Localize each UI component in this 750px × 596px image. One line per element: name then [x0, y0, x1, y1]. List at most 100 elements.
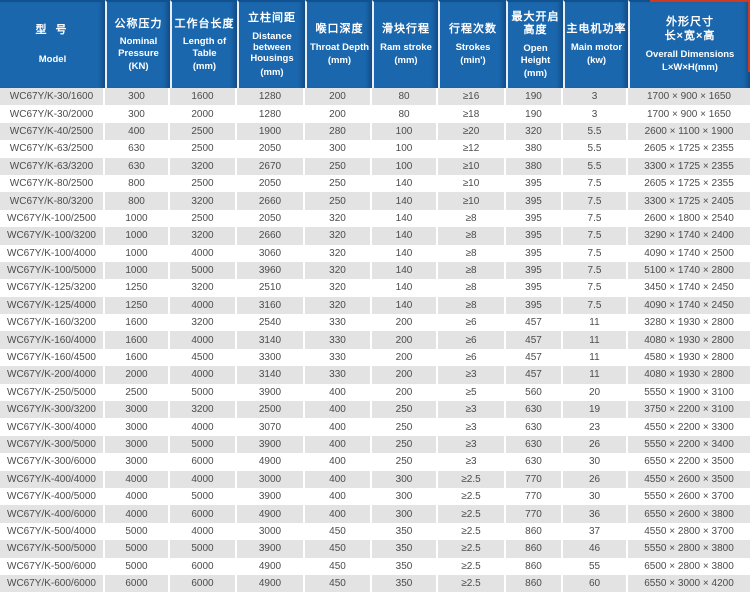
strokes-cell: ≥10 — [438, 192, 506, 210]
dimensions-cell: 4580 × 1930 × 2800 — [628, 348, 750, 367]
throat-depth-cell: 450 — [305, 557, 372, 575]
main-motor-cell: 7.5 — [563, 209, 628, 228]
open-height-cell: 630 — [506, 435, 563, 454]
dimensions-cell: 4550 × 2600 × 3500 — [628, 470, 750, 488]
model-cell: WC67Y/K-400/5000 — [0, 487, 105, 506]
open-height-cell: 860 — [506, 522, 563, 541]
throat-depth-cell: 320 — [305, 244, 372, 262]
header-label-en: Ram stroke — [380, 41, 432, 53]
open-height-cell: 395 — [506, 227, 563, 245]
table-row: WC67Y/K-400/5000 4000 5000 3900 400 300 ≥2.5 77… — [0, 487, 750, 506]
housing-distance-cell: 3000 — [237, 470, 305, 488]
table-row: WC67Y/K-100/5000 1000 5000 3960 320 140 ≥8 395 7… — [0, 261, 750, 280]
nominal-pressure-cell: 800 — [105, 174, 170, 193]
dimensions-cell: 3290 × 1740 × 2400 — [628, 227, 750, 245]
table-row: WC67Y/K-160/4000 1600 4000 3140 330 200 ≥6 457 1… — [0, 331, 750, 349]
ram-stroke-cell: 250 — [372, 418, 438, 436]
ram-stroke-cell: 140 — [372, 244, 438, 262]
red-border-artifact-top — [650, 0, 750, 2]
header-label-zh: 行程次数 — [449, 23, 497, 36]
dimensions-cell: 5550 × 2600 × 3700 — [628, 487, 750, 506]
header-label-en: Nominal Pressure — [118, 36, 159, 59]
ram-stroke-cell: 140 — [372, 209, 438, 228]
nominal-pressure-cell: 5000 — [105, 557, 170, 575]
main-motor-cell: 7.5 — [563, 296, 628, 315]
nominal-pressure-cell: 3000 — [105, 435, 170, 454]
strokes-cell: ≥6 — [438, 348, 506, 367]
nominal-pressure-cell: 1250 — [105, 296, 170, 315]
dimensions-cell: 5550 × 2800 × 3800 — [628, 540, 750, 558]
throat-depth-cell: 450 — [305, 574, 372, 593]
table-length-cell: 4000 — [170, 244, 237, 262]
strokes-cell: ≥3 — [438, 401, 506, 419]
model-cell: WC67Y/K-125/3200 — [0, 279, 105, 297]
housing-distance-cell: 3140 — [237, 366, 305, 384]
strokes-cell: ≥8 — [438, 244, 506, 262]
model-cell: WC67Y/K-300/3200 — [0, 401, 105, 419]
strokes-cell: ≥6 — [438, 314, 506, 332]
table-length-cell: 1600 — [170, 88, 237, 106]
dimensions-cell: 6550 × 2600 × 3800 — [628, 505, 750, 523]
throat-depth-cell: 450 — [305, 540, 372, 558]
strokes-cell: ≥10 — [438, 157, 506, 175]
housing-distance-cell: 2670 — [237, 157, 305, 175]
strokes-cell: ≥16 — [438, 88, 506, 106]
strokes-cell: ≥2.5 — [438, 470, 506, 488]
nominal-pressure-cell: 630 — [105, 157, 170, 175]
strokes-cell: ≥2.5 — [438, 505, 506, 523]
header-label-zh: 滑块行程 — [382, 23, 430, 36]
main-motor-cell: 11 — [563, 366, 628, 384]
open-height-cell: 395 — [506, 174, 563, 193]
ram-stroke-cell: 250 — [372, 401, 438, 419]
ram-stroke-cell: 250 — [372, 435, 438, 454]
strokes-cell: ≥2.5 — [438, 557, 506, 575]
ram-stroke-cell: 80 — [372, 105, 438, 123]
housing-distance-cell: 4900 — [237, 505, 305, 523]
strokes-cell: ≥5 — [438, 383, 506, 402]
open-height-cell: 395 — [506, 244, 563, 262]
table-header: 型 号 Model 公称压力 Nominal Pressure (KN) 工作台长度 Len… — [0, 0, 750, 88]
dimensions-cell: 3450 × 1740 × 2450 — [628, 279, 750, 297]
nominal-pressure-cell: 1000 — [105, 261, 170, 280]
table-row: WC67Y/K-100/3200 1000 3200 2660 320 140 ≥8 395 7… — [0, 227, 750, 245]
header-label-en: Overall Dimensions — [645, 48, 735, 60]
header-label-zh: 喉口深度 — [315, 23, 364, 36]
open-height-cell: 860 — [506, 574, 563, 593]
strokes-cell: ≥3 — [438, 453, 506, 471]
header-unit: (min') — [460, 55, 486, 67]
main-motor-cell: 36 — [563, 505, 628, 523]
throat-depth-cell: 400 — [305, 505, 372, 523]
housing-distance-cell: 3070 — [237, 418, 305, 436]
header-unit: L×W×H(mm) — [662, 62, 718, 74]
throat-depth-cell: 400 — [305, 418, 372, 436]
open-height-cell: 395 — [506, 261, 563, 280]
open-height-cell: 770 — [506, 505, 563, 523]
throat-depth-cell: 320 — [305, 209, 372, 228]
header-label-en: Main motor — [570, 41, 623, 53]
strokes-cell: ≥8 — [438, 261, 506, 280]
housing-distance-cell: 1900 — [237, 122, 305, 141]
model-cell: WC67Y/K-40/2500 — [0, 122, 105, 141]
strokes-cell: ≥6 — [438, 331, 506, 349]
header-label-en: Open Height — [520, 43, 551, 66]
housing-distance-cell: 4900 — [237, 453, 305, 471]
strokes-cell: ≥8 — [438, 209, 506, 228]
dimensions-cell: 4550 × 2200 × 3300 — [628, 418, 750, 436]
ram-stroke-cell: 350 — [372, 540, 438, 558]
main-motor-cell: 30 — [563, 487, 628, 506]
table-row: WC67Y/K-500/6000 5000 6000 4900 450 350 ≥2.5 86… — [0, 557, 750, 575]
throat-depth-cell: 250 — [305, 157, 372, 175]
table-length-cell: 2500 — [170, 140, 237, 158]
housing-distance-cell: 2050 — [237, 140, 305, 158]
dimensions-cell: 4080 × 1930 × 2800 — [628, 331, 750, 349]
open-height-cell: 395 — [506, 279, 563, 297]
table-row: WC67Y/K-250/5000 2500 5000 3900 400 200 ≥5 560 2… — [0, 383, 750, 402]
table-row: WC67Y/K-400/6000 4000 6000 4900 400 300 ≥2.5 77… — [0, 505, 750, 523]
nominal-pressure-cell: 2500 — [105, 383, 170, 402]
open-height-cell: 770 — [506, 470, 563, 488]
ram-stroke-cell: 140 — [372, 279, 438, 297]
nominal-pressure-cell: 4000 — [105, 505, 170, 523]
table-row: WC67Y/K-80/2500 800 2500 2050 250 140 ≥10 395 7.… — [0, 174, 750, 193]
header-label-zh: 外形尺寸 长×宽×高 — [664, 16, 716, 43]
model-cell: WC67Y/K-160/4000 — [0, 331, 105, 349]
